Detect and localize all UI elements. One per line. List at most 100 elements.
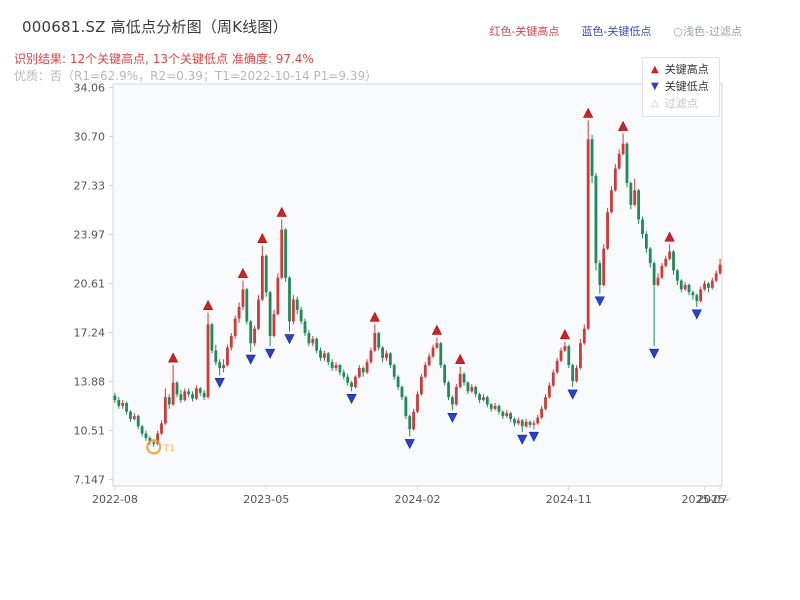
candle-body (163, 397, 167, 424)
chart-canvas: 34.06 30.70 27.33 23.97 20.61 17.24 13.88 10.51… (74, 81, 744, 506)
candle-body (695, 295, 699, 302)
candle-body (474, 386, 478, 395)
key-low-marker (265, 348, 276, 359)
candle-body (117, 400, 121, 406)
candle-body (206, 324, 210, 398)
candle-body (489, 404, 493, 409)
candle-body (660, 266, 664, 278)
candle-body (699, 289, 703, 302)
candle-body (237, 306, 241, 319)
candle-body (625, 143, 629, 184)
y-axis-tick-label: 7.147 (74, 473, 106, 486)
legend-item-filtered: △ 过滤点 (651, 97, 709, 111)
legend-label-key-low: 关键低点 (664, 80, 709, 93)
candle-body (210, 324, 214, 351)
candle-body (478, 394, 481, 401)
candle-body (191, 394, 194, 399)
candle-body (524, 421, 528, 427)
candle-body (652, 263, 656, 285)
x-axis-tick-label: 2025-08 (697, 493, 730, 506)
candle-body (326, 353, 330, 363)
candle-body (121, 402, 125, 406)
candle-body (656, 277, 660, 285)
candle-body (412, 411, 416, 430)
candle-body (536, 417, 540, 424)
header-legend-key-low: 蓝色-关键低点 (581, 25, 652, 38)
candle-body (144, 433, 148, 438)
candle-body (396, 376, 400, 387)
candle-body (431, 347, 435, 357)
candle-body (439, 343, 443, 366)
candle-body (404, 397, 408, 417)
chart-legend-box: ▲ 关键高点 ▼ 关键低点 △ 过滤点 (642, 57, 720, 117)
key-high-marker (583, 107, 594, 118)
plot-area (112, 83, 723, 487)
candle-body (315, 338, 319, 351)
candle-body (245, 289, 249, 322)
candle-body (388, 353, 392, 366)
candle-body (451, 397, 454, 405)
filtered-triangle-icon: △ (651, 98, 659, 109)
candle-body (342, 372, 346, 377)
candle-body (435, 343, 439, 348)
candle-body (485, 397, 489, 405)
key-high-marker (617, 120, 629, 131)
x-axis-tick-label: 2025-07 (682, 493, 728, 506)
filtered-point-marker (146, 439, 162, 455)
candle-body (532, 423, 536, 425)
candle-body (136, 416, 140, 427)
candle-body (288, 277, 291, 322)
recognition-result: 识别结果: 12个关键高点, 13个关键低点 准确度: 97.4% (14, 52, 314, 66)
key-high-marker (202, 300, 214, 310)
candle-body (113, 395, 117, 401)
candle-body (497, 405, 501, 412)
key-high-marker (559, 329, 570, 340)
candle-body (714, 273, 718, 281)
candle-body (559, 350, 563, 361)
candle-body (198, 388, 202, 393)
candle-body (621, 143, 625, 154)
key-high-triangle-icon: ▲ (651, 64, 659, 75)
candle-body (672, 251, 675, 271)
candle-body (687, 285, 691, 293)
y-axis-tick-label: 17.24 (74, 326, 106, 339)
candle-body (218, 362, 222, 369)
key-low-marker (567, 389, 578, 400)
candle-body (167, 397, 171, 405)
candle-body (307, 333, 311, 344)
candle-body (260, 255, 264, 300)
y-axis-tick-label: 27.33 (74, 180, 106, 193)
candle-body (598, 263, 602, 285)
candle-body (171, 382, 175, 405)
candle-body (691, 292, 695, 296)
candle-body (303, 321, 307, 334)
candle-body (641, 219, 644, 235)
key-low-marker (404, 439, 415, 450)
candle-body (233, 318, 237, 336)
candle-body (579, 343, 582, 369)
candle-body (373, 333, 377, 351)
candle-body (703, 283, 706, 290)
candle-body (466, 382, 470, 392)
candle-body (637, 190, 641, 220)
candle-body (377, 333, 381, 348)
candle-body (710, 280, 714, 288)
key-low-marker (245, 354, 256, 365)
key-low-triangle-icon: ▼ (651, 81, 659, 92)
candle-body (590, 139, 594, 176)
y-axis-tick-label: 30.70 (74, 130, 106, 143)
candle-body (156, 433, 160, 444)
candle-body (668, 251, 672, 259)
x-axis-tick-label: 2023-05 (243, 493, 289, 506)
candle-body (594, 175, 598, 264)
y-axis-tick-label: 13.88 (74, 375, 106, 388)
candle-body (664, 258, 668, 267)
candle-body (229, 335, 233, 348)
key-low-marker (528, 431, 539, 442)
legend-item-key-high: ▲ 关键高点 (651, 63, 709, 77)
key-low-marker (346, 394, 357, 404)
candle-body (571, 365, 575, 382)
candle-body (357, 368, 361, 377)
candle-body (129, 411, 132, 419)
candle-body (346, 376, 350, 383)
